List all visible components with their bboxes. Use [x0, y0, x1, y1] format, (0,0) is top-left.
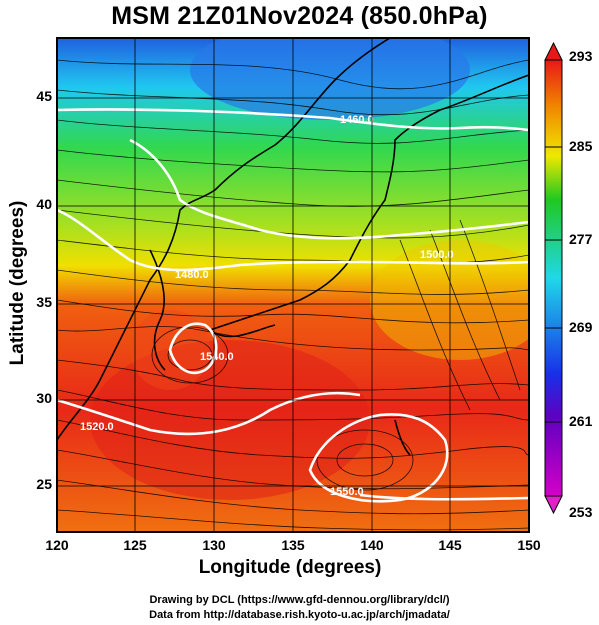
colorbar-tick-label: 285	[569, 138, 593, 154]
colorbar-tick-label: 269	[569, 319, 593, 335]
map-title: MSM 21Z01Nov2024 (850.0hPa)	[111, 2, 488, 30]
contour-label: 1460.0	[340, 114, 374, 126]
colorbar-min-arrow	[544, 495, 563, 515]
contour-label: 1500.0	[420, 249, 454, 261]
contour-label: 1520.0	[80, 421, 114, 433]
y-tick-label: 40	[36, 196, 52, 212]
plot-frame	[56, 37, 530, 533]
colorbar-max-arrow	[544, 41, 563, 61]
colorbar-tick-label: 261	[569, 413, 593, 429]
lat-lon-grid	[57, 38, 529, 532]
y-tick-label: 25	[36, 476, 52, 492]
x-tick-label: 125	[123, 537, 147, 553]
y-tick-label: 45	[36, 88, 52, 104]
x-tick-label: 150	[517, 537, 541, 553]
height-contours	[57, 108, 529, 503]
x-tick-label: 145	[438, 537, 462, 553]
x-tick-label: 130	[202, 537, 226, 553]
contour-label: 1550.0	[330, 486, 364, 498]
colorbar	[544, 41, 563, 515]
x-axis-label: Longitude (degrees)	[198, 557, 382, 578]
wind-streamlines	[57, 59, 529, 531]
credit-drawing: Drawing by DCL (https://www.gfd-dennou.o…	[149, 594, 450, 606]
contour-labels: 1460.0 1480.0 1500.0 1520.0 1540.0 1550.…	[80, 114, 454, 498]
y-tick-label: 30	[36, 390, 52, 406]
y-axis-label: Latitude (degrees)	[7, 200, 28, 366]
x-tick-label: 135	[281, 537, 305, 553]
contour-label: 1480.0	[175, 269, 209, 281]
x-tick-label: 140	[360, 537, 384, 553]
credit-data: Data from http://database.rish.kyoto-u.a…	[149, 609, 450, 621]
contour-label: 1540.0	[200, 351, 234, 363]
colorbar-tick-label: 253	[569, 504, 593, 520]
coastlines	[57, 38, 529, 456]
colorbar-tick-label: 293	[569, 48, 593, 64]
colorbar-tick-label: 277	[569, 231, 593, 247]
x-tick-label: 120	[45, 537, 69, 553]
y-tick-label: 35	[36, 294, 52, 310]
